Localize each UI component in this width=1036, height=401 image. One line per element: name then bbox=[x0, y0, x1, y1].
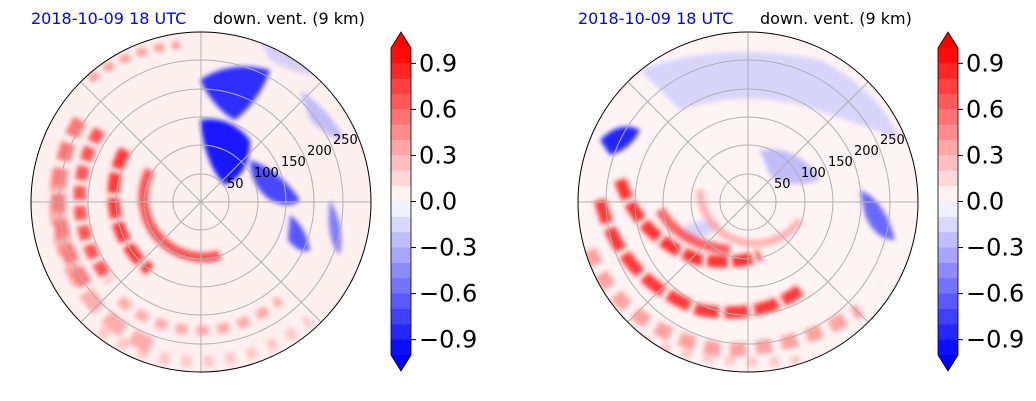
colorbar-right-band bbox=[938, 293, 958, 310]
colorbar-right-band bbox=[938, 216, 958, 233]
panel-left: 2018-10-09 18 UTC down. vent. (9 km) bbox=[30, 9, 372, 373]
panel-right-ring-label-50: 50 bbox=[774, 177, 791, 192]
colorbar-right-band bbox=[938, 155, 958, 172]
colorbar-right-band bbox=[938, 247, 958, 264]
colorbar-left-band bbox=[391, 63, 411, 80]
colorbar-left-tick-label: 0.6 bbox=[419, 95, 457, 123]
colorbar-right-band bbox=[938, 63, 958, 80]
colorbar-left-band bbox=[391, 48, 411, 64]
colorbar-right-band bbox=[938, 186, 958, 202]
colorbar-left-band bbox=[391, 140, 411, 156]
colorbar-left-tick-label: −0.6 bbox=[419, 280, 477, 308]
colorbar-left-band bbox=[391, 94, 411, 110]
colorbar-right-tick-label: −0.3 bbox=[966, 234, 1024, 262]
colorbar-right-band bbox=[938, 94, 958, 110]
panel-left-ring-label-50: 50 bbox=[227, 177, 244, 192]
panel-right-ring-label-150: 150 bbox=[828, 155, 853, 170]
colorbar-left-band bbox=[391, 232, 411, 249]
colorbar-left-band bbox=[391, 293, 411, 310]
panel-right-frame bbox=[577, 31, 919, 373]
colorbar-right-band bbox=[938, 308, 958, 325]
panel-left-grid bbox=[31, 32, 371, 372]
colorbar-left-outline bbox=[390, 31, 412, 372]
colorbar-left-band bbox=[391, 124, 411, 141]
colorbar-left-tick-label: 0.0 bbox=[419, 188, 457, 216]
panel-right-grid bbox=[578, 32, 918, 372]
colorbar-right-band bbox=[938, 262, 958, 279]
panel-left-ring-label-200: 200 bbox=[307, 144, 332, 159]
panel-right-ring-label-100: 100 bbox=[801, 166, 826, 181]
colorbar-left-tick-label: 0.9 bbox=[419, 49, 457, 77]
colorbar-left-band bbox=[391, 109, 411, 126]
colorbar-right-band bbox=[938, 278, 958, 295]
panel-right-ring-label-200: 200 bbox=[854, 144, 879, 159]
colorbar-left-band bbox=[391, 247, 411, 264]
colorbar-right-tick-label: 0.9 bbox=[966, 49, 1004, 77]
colorbar-left-band bbox=[391, 308, 411, 325]
colorbar-right-tick-label: 0.3 bbox=[966, 141, 1004, 169]
colorbar-right-band bbox=[938, 124, 958, 141]
panel-right-title-date: 2018-10-09 18 UTC bbox=[578, 9, 733, 28]
colorbar-right-extend-max bbox=[938, 32, 958, 48]
colorbar-left-band bbox=[391, 186, 411, 202]
colorbar-right-band bbox=[938, 170, 958, 187]
colorbar-left-band bbox=[391, 170, 411, 187]
colorbar-left-band bbox=[391, 339, 411, 356]
colorbar-right-band bbox=[938, 78, 958, 95]
panel-left-title-variable: down. vent. (9 km) bbox=[213, 9, 365, 28]
colorbar-right-tick-label: 0.6 bbox=[966, 95, 1004, 123]
colorbar-left-band bbox=[391, 78, 411, 95]
colorbar-right-band bbox=[938, 324, 958, 341]
colorbar-left-band bbox=[391, 201, 411, 218]
colorbar-left-band bbox=[391, 324, 411, 341]
colorbar-right-band bbox=[938, 232, 958, 249]
colorbar-right-band bbox=[938, 109, 958, 126]
colorbar-left-extend-min bbox=[391, 355, 411, 371]
colorbar-right-tick-label: −0.9 bbox=[966, 326, 1024, 354]
colorbar-left-extend-max bbox=[391, 32, 411, 48]
colorbar-left-band bbox=[391, 278, 411, 295]
colorbar-left-band bbox=[391, 155, 411, 172]
panel-right-ring-label-250: 250 bbox=[880, 133, 905, 148]
panel-left-ring-label-150: 150 bbox=[281, 155, 306, 170]
colorbar-left: 0.9 0.6 0.3 0.0 −0.3 −0.6 −0.9 bbox=[390, 31, 477, 372]
panel-left-ring-label-250: 250 bbox=[333, 133, 358, 148]
colorbar-left-band bbox=[391, 216, 411, 233]
colorbar-right-tick-label: −0.6 bbox=[966, 280, 1024, 308]
panel-left-ring-label-100: 100 bbox=[254, 166, 279, 181]
colorbar-left-tick-label: 0.3 bbox=[419, 141, 457, 169]
panel-right: 2018-10-09 18 UTC down. vent. (9 km) bbox=[577, 9, 919, 373]
colorbar-right-tick-label: 0.0 bbox=[966, 188, 1004, 216]
colorbar-right-band bbox=[938, 339, 958, 356]
panel-left-frame bbox=[30, 31, 372, 373]
colorbar-left-tick-label: −0.9 bbox=[419, 326, 477, 354]
panel-left-title-date: 2018-10-09 18 UTC bbox=[31, 9, 186, 28]
colorbar-right-band bbox=[938, 140, 958, 156]
colorbar-right-outline bbox=[937, 31, 959, 372]
colorbar-right-extend-min bbox=[938, 355, 958, 371]
panel-right-title-variable: down. vent. (9 km) bbox=[760, 9, 912, 28]
colorbar-left-tick-label: −0.3 bbox=[419, 234, 477, 262]
colorbar-right-band bbox=[938, 201, 958, 218]
colorbar-right-band bbox=[938, 48, 958, 64]
colorbar-right: 0.9 0.6 0.3 0.0 −0.3 −0.6 −0.9 bbox=[937, 31, 1024, 372]
colorbar-left-band bbox=[391, 262, 411, 279]
